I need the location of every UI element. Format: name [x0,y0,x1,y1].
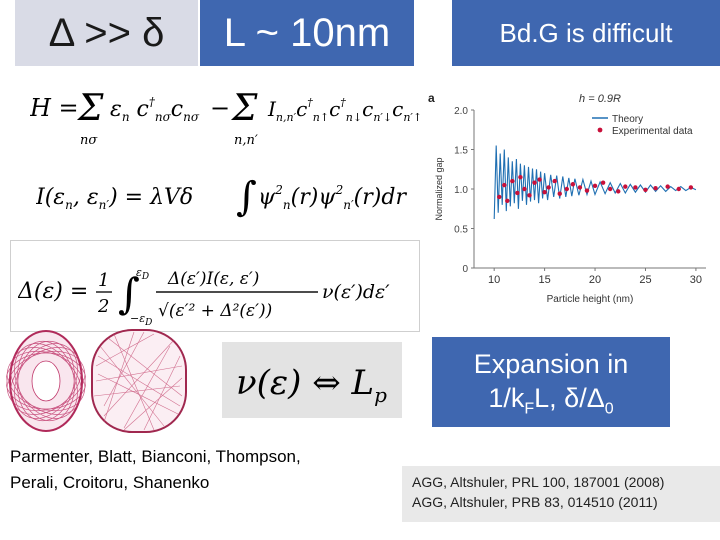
hamiltonian-equation: H = Σ nσ εn c†nσcnσ − Σ n,n′ In,n′c†n↑c†… [29,86,422,162]
citations-box: AGG, Altshuler, PRL 100, 187001 (2008) A… [402,466,720,522]
citation-prb: AGG, Altshuler, PRB 83, 014510 (2011) [412,494,658,510]
gap-vs-height-chart: a h = 0.9R 0 0.5 1.0 1.5 2.0 10 15 20 25 30 Particle… [426,88,716,316]
svg-text:∫: ∫ [236,174,257,220]
y-tick-label: 0 [462,264,468,275]
chart-title: h = 0.9R [579,93,621,105]
svg-text:Δ(ε) =: Δ(ε) = [18,279,88,304]
experimental-point [607,186,613,192]
experimental-point [616,189,621,194]
svg-text:−: − [210,94,230,122]
experimental-point [522,186,527,192]
experimental-point [505,198,510,204]
svg-text:H =: H = [30,94,79,122]
x-tick-label: 15 [538,274,550,286]
svg-text:−εD: −εD [130,312,152,326]
bdg-heading: Bd.G is difficult [452,0,720,66]
svg-text:Δ(ε′)I(ε, ε′): Δ(ε′)I(ε, ε′) [167,269,259,289]
experimental-point [502,182,507,188]
dos-length-box: ν(ε) ⇔ Lp [222,342,402,418]
expansion-line-1: Expansion in [473,349,629,379]
interaction-equation: I(εn, εn′) = λVδ ∫ ψ2n(r)ψ2n′(r)dr [35,170,416,232]
experimental-point [518,174,523,180]
svg-text:Σ: Σ [76,88,104,129]
experimental-point [688,185,694,190]
experimental-point [532,180,537,185]
delta-comparison-heading: Δ >> δ [15,0,198,66]
citation-prl: AGG, Altshuler, PRL 100, 187001 (2008) [412,474,665,490]
experimental-point [497,194,502,200]
svg-text:∫: ∫ [118,269,140,318]
chaotic-billiard-drawing [91,329,187,433]
hamiltonian-formula: H = Σ nσ εn c†nσcnσ − Σ n,n′ In,n′c†n↑c†… [29,88,422,148]
x-axis-label: Particle height (nm) [547,294,634,305]
legend-experiment-swatch [597,127,603,133]
y-tick-label: 1.0 [454,185,468,196]
expansion-line-2: 1/kFL, δ/Δ0 [488,383,614,418]
theory-line [493,145,697,220]
experimental-point [592,183,598,189]
circular-billiard-image [5,326,87,436]
experimental-point [515,190,520,196]
authors-list: Parmenter, Blatt, Bianconi, Thompson, Pe… [10,444,390,496]
svg-text:I(εn, εn′) = λVδ: I(εn, εn′) = λVδ [36,185,193,212]
chart-svg: a h = 0.9R 0 0.5 1.0 1.5 2.0 10 15 20 25 30 Particle… [428,91,706,305]
svg-text:2: 2 [97,296,109,317]
y-tick-label: 2.0 [454,106,468,117]
legend-experiment-label: Experimental data [612,126,693,137]
experimental-point [552,178,557,184]
experimental-point [676,186,681,192]
authors-line-2: Perali, Croitoru, Shanenko [10,473,210,492]
x-tick-label: 30 [690,274,702,286]
expansion-box: Expansion in 1/kFL, δ/Δ0 [432,337,670,427]
experimental-point [584,188,590,193]
svg-text:1: 1 [98,270,109,291]
svg-text:ν(ε′)dε′: ν(ε′)dε′ [322,281,390,303]
length-scale-heading: L ~ 10nm [200,0,414,66]
y-axis-label: Normalized gap [434,157,444,220]
experimental-point [546,185,551,190]
y-tick-label: 0.5 [454,225,468,236]
experimental-point [653,186,658,191]
svg-text:In,n′c†n↑c†n↓cn′↓cn′↑: In,n′c†n↑c†n↓cn′↓cn′↑ [267,96,420,124]
panel-label: a [428,91,435,105]
experimental-point [570,182,576,187]
svg-text:Σ: Σ [230,88,258,129]
y-tick-label: 1.5 [454,146,468,157]
svg-text:nσ: nσ [80,133,98,148]
experimental-point [564,186,569,192]
dos-length-relation: ν(ε) ⇔ Lp [236,356,406,415]
experimental-point [577,185,583,190]
experimental-point [537,177,542,182]
svg-text:εn c†nσcnσ: εn c†nσcnσ [110,95,200,124]
x-tick-label: 10 [488,274,500,286]
svg-text:√(ε′² + Δ²(ε′)): √(ε′² + Δ²(ε′)) [158,301,272,321]
experimental-point [633,185,638,190]
dos-formula: ν(ε) ⇔ Lp [236,363,387,407]
interaction-formula: I(εn, εn′) = λVδ ∫ ψ2n(r)ψ2n′(r)dr [35,174,407,220]
svg-text:ψ2n(r)ψ2n′(r)dr: ψ2n(r)ψ2n′(r)dr [258,183,407,212]
experimental-point [542,189,547,195]
experimental-point [527,193,532,198]
experimental-point [557,191,562,196]
x-tick-label: 25 [639,274,651,286]
svg-text:n,n′: n,n′ [234,133,258,148]
legend-theory-label: Theory [612,114,643,125]
circular-billiard-drawing [5,330,87,432]
gap-formula: Δ(ε) = 1 2 ∫ εD −εD Δ(ε′)I(ε, ε′) √(ε′² … [17,266,390,328]
authors-line-1: Parmenter, Blatt, Bianconi, Thompson, [10,447,301,466]
experimental-point [600,180,606,185]
experimental-point [623,184,628,189]
experimental-point [665,184,670,189]
x-tick-label: 20 [589,274,601,286]
experimental-point [643,187,648,192]
experimental-point [510,178,515,184]
svg-text:ν(ε) ⇔ Lp: ν(ε) ⇔ Lp [236,363,387,406]
chaotic-billiard-image [84,326,194,436]
gap-equation: Δ(ε) = 1 2 ∫ εD −εD Δ(ε′)I(ε, ε′) √(ε′² … [17,262,418,331]
gap-equation-panel [10,240,420,332]
